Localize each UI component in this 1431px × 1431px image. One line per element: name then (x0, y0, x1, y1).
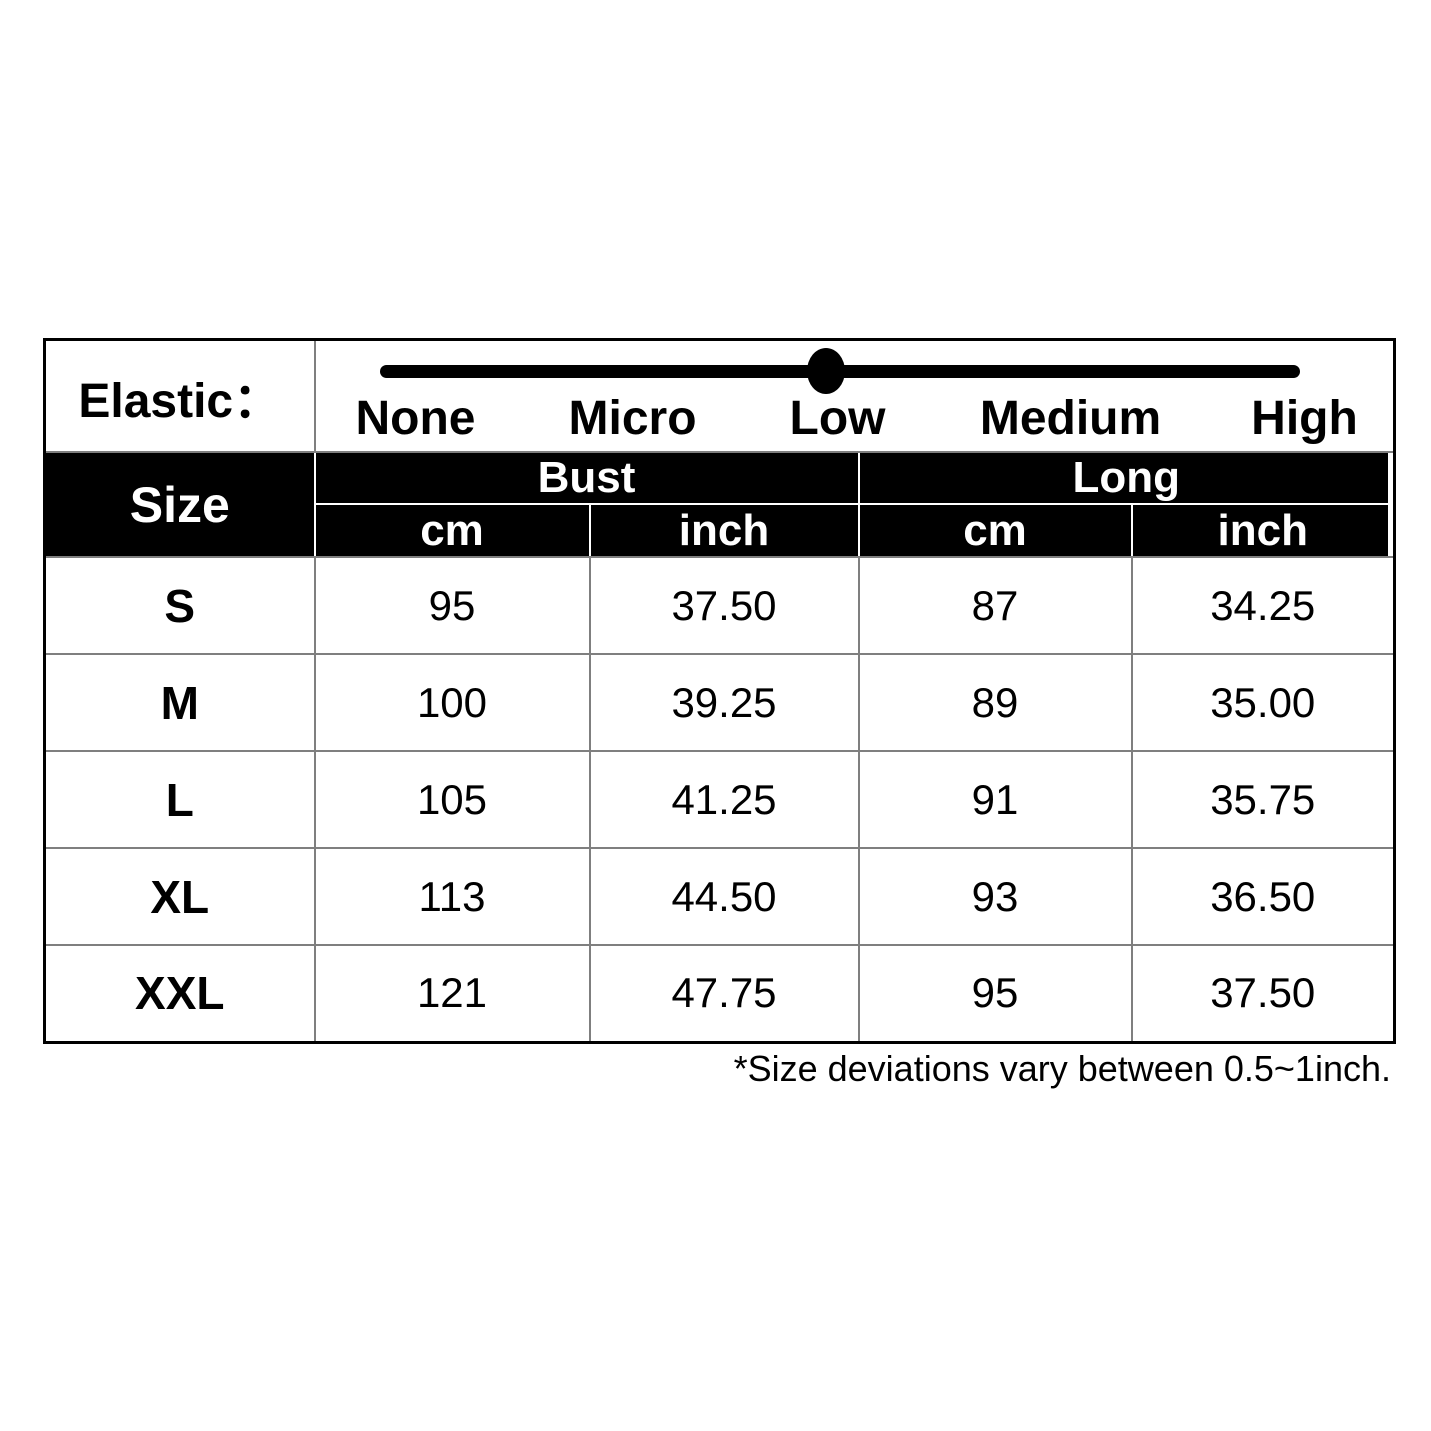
slider-dot-indicator (806, 348, 845, 394)
bust-cm-cell: 95 (313, 556, 591, 655)
bust-cm-cell: 121 (313, 944, 591, 1043)
bust-cm-cell: 105 (313, 750, 591, 849)
size-cell: L (43, 750, 316, 849)
bust-cm-cell: 100 (313, 653, 591, 752)
elastic-slider: None Micro Low Medium High (316, 341, 1394, 451)
long-cm-cell: 87 (857, 556, 1133, 655)
size-chart-table: Elastic： None Micro Low Medium High Size… (43, 338, 1396, 1044)
bust-inch-cell: 37.50 (588, 556, 860, 655)
header-unit-row: cm inch cm inch (45, 504, 1396, 558)
elastic-label: Elastic： (44, 339, 316, 453)
bust-inch-cell: 44.50 (588, 847, 860, 946)
elastic-level-high: High (1251, 392, 1358, 445)
long-cm-cell: 89 (857, 653, 1133, 752)
elastic-level-none: None (355, 392, 476, 445)
elastic-level-medium: Medium (979, 392, 1162, 445)
bust-cm-cell: 113 (313, 847, 591, 946)
long-cm-cell: 95 (857, 944, 1133, 1043)
table-row-l: L 105 41.25 91 35.75 (43, 750, 1396, 849)
long-inch-cell: 37.50 (1130, 944, 1396, 1043)
bust-inch-cell: 39.25 (588, 653, 860, 752)
elastic-level-low: Low (789, 392, 886, 445)
bust-inch-cell: 41.25 (588, 750, 860, 849)
long-cm-cell: 91 (857, 750, 1133, 849)
bust-inch-header: inch (588, 504, 860, 558)
table-row-xxl: XXL 121 47.75 95 37.50 (43, 944, 1396, 1043)
bust-group-header: Bust (313, 451, 860, 505)
elastic-row: Elastic： None Micro Low Medium High (44, 339, 1395, 453)
size-cell: XL (43, 847, 316, 946)
long-inch-header: inch (1130, 504, 1396, 558)
long-inch-cell: 35.75 (1130, 750, 1396, 849)
header-group-row: Size Bust Long (44, 451, 1396, 558)
size-cell: S (43, 556, 316, 655)
size-column-header: Size (44, 451, 316, 558)
long-inch-cell: 35.00 (1130, 653, 1396, 752)
long-cm-cell: 93 (857, 847, 1133, 946)
long-group-header: Long (857, 451, 1396, 505)
long-cm-header: cm (857, 504, 1133, 558)
bust-cm-header: cm (313, 504, 591, 558)
size-cell: M (43, 653, 316, 752)
elastic-level-micro: Micro (568, 392, 697, 445)
bust-inch-cell: 47.75 (588, 944, 860, 1043)
elastic-slider-cell: None Micro Low Medium High (314, 339, 1395, 453)
size-deviation-footnote: *Size deviations vary between 0.5~1inch. (733, 1048, 1391, 1089)
long-inch-cell: 36.50 (1130, 847, 1396, 946)
table-row-xl: XL 113 44.50 93 36.50 (43, 847, 1396, 946)
long-inch-cell: 34.25 (1130, 556, 1396, 655)
size-cell: XXL (43, 944, 316, 1043)
table-row-m: M 100 39.25 89 35.00 (43, 653, 1396, 752)
table-row-s: S 95 37.50 87 34.25 (43, 556, 1396, 655)
